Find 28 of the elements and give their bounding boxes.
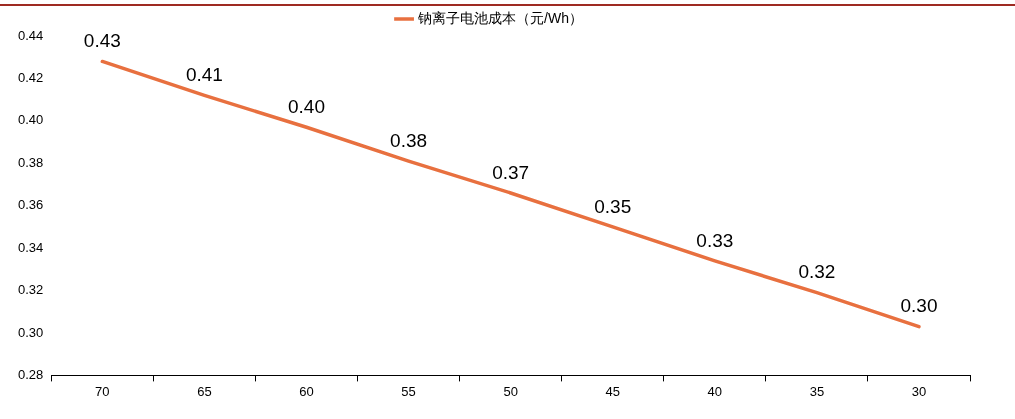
data-label: 0.30	[900, 295, 938, 317]
data-label: 0.33	[696, 229, 734, 251]
y-tick-label: 0.32	[17, 282, 44, 298]
y-tick-label: 0.28	[17, 366, 44, 382]
x-tick-label: 55	[401, 383, 416, 399]
y-tick-label: 0.44	[17, 27, 44, 43]
y-tick-label: 0.42	[17, 70, 44, 85]
x-tick-label: 70	[95, 383, 110, 399]
data-label: 0.41	[185, 64, 223, 86]
data-label: 0.43	[83, 30, 121, 52]
data-label: 0.38	[390, 129, 428, 151]
y-tick-label: 0.40	[17, 112, 44, 128]
y-tick-label: 0.34	[17, 239, 44, 255]
x-tick-label: 65	[197, 383, 212, 399]
data-label: 0.37	[492, 161, 530, 183]
data-label: 0.32	[798, 261, 836, 283]
legend-label: 钠离子电池成本（元/Wh）	[417, 9, 583, 26]
y-tick-label: 0.30	[17, 324, 44, 340]
x-tick-label: 60	[299, 383, 314, 399]
x-tick-label: 35	[809, 383, 825, 399]
data-label: 0.40	[288, 95, 325, 117]
x-tick-label: 50	[503, 383, 518, 399]
y-tick-label: 0.38	[17, 154, 44, 170]
x-tick-label: 30	[911, 383, 927, 399]
x-tick-label: 45	[605, 383, 620, 399]
x-tick-label: 40	[707, 383, 723, 399]
data-label: 0.35	[594, 195, 632, 217]
y-tick-label: 0.36	[17, 197, 44, 213]
